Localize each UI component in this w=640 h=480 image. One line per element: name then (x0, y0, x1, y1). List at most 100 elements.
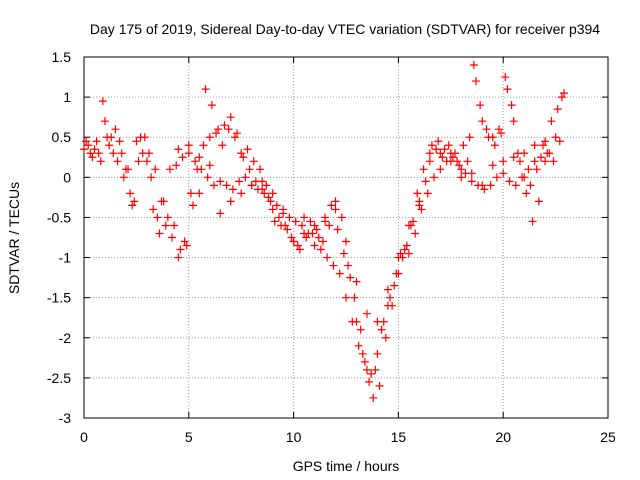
data-point (459, 141, 468, 150)
y-tick-label: 1 (63, 89, 71, 105)
data-point (144, 149, 153, 158)
data-point (471, 77, 480, 86)
data-point (115, 137, 124, 146)
data-point (352, 277, 361, 286)
data-point (235, 177, 244, 186)
data-point (302, 233, 311, 242)
data-point (216, 209, 225, 218)
data-point (457, 173, 466, 182)
data-point (109, 149, 118, 158)
y-tick-label: -2 (59, 330, 72, 346)
data-point (111, 125, 120, 134)
data-point (344, 261, 353, 270)
data-point (268, 205, 277, 214)
data-point (201, 85, 210, 94)
data-point (476, 101, 485, 110)
data-point (362, 309, 371, 318)
data-point (186, 189, 195, 198)
data-point (222, 181, 231, 190)
y-tick-label: 1.5 (52, 49, 72, 65)
data-point (325, 221, 334, 230)
data-point (415, 201, 424, 210)
data-point (551, 133, 560, 142)
data-point (518, 173, 527, 182)
data-point (438, 153, 447, 162)
data-point (178, 153, 187, 162)
data-point (306, 217, 315, 226)
data-point (92, 137, 101, 146)
data-point (362, 365, 371, 374)
x-tick-label: 5 (185, 429, 193, 445)
data-point (559, 89, 568, 98)
data-point (256, 165, 265, 174)
data-point (440, 145, 449, 154)
data-point (530, 141, 539, 150)
data-point (404, 221, 413, 230)
data-point (413, 189, 422, 198)
data-point (310, 241, 319, 250)
data-point (121, 165, 130, 174)
data-point (176, 245, 185, 254)
data-point (386, 293, 395, 302)
data-point (402, 241, 411, 250)
data-point (337, 213, 346, 222)
data-point (331, 197, 340, 206)
data-point (400, 245, 409, 254)
data-point (209, 181, 218, 190)
data-point (333, 225, 342, 234)
data-point (80, 145, 88, 154)
data-point (532, 165, 541, 174)
data-point (172, 161, 181, 170)
data-point (392, 269, 401, 278)
data-point (289, 237, 298, 246)
data-point (100, 117, 109, 126)
data-point (354, 341, 363, 350)
data-point (543, 149, 552, 158)
data-point (188, 201, 197, 210)
data-point (503, 85, 512, 94)
y-tick-label: 0.5 (52, 129, 72, 145)
data-point (467, 169, 476, 178)
data-point (339, 249, 348, 258)
data-point (163, 213, 172, 222)
data-point (509, 117, 518, 126)
data-point (346, 273, 355, 282)
data-point (505, 177, 514, 186)
data-point (316, 245, 325, 254)
data-point (467, 177, 476, 186)
data-point (174, 253, 183, 262)
data-point (444, 141, 453, 150)
data-point (247, 181, 256, 190)
data-point (448, 153, 457, 162)
data-point (553, 105, 562, 114)
data-point (314, 233, 323, 242)
data-point (365, 377, 374, 386)
data-point (212, 129, 221, 138)
data-point (283, 225, 292, 234)
data-point (463, 157, 472, 166)
data-point (157, 197, 166, 206)
data-point (266, 197, 275, 206)
data-point (465, 133, 474, 142)
data-point (557, 93, 566, 102)
data-point (335, 269, 344, 278)
data-point (515, 157, 524, 166)
data-point (484, 133, 493, 142)
data-point (541, 157, 550, 166)
data-point (132, 137, 141, 146)
data-point (499, 169, 508, 178)
data-point (147, 173, 156, 182)
data-point (174, 145, 183, 154)
data-point (524, 165, 533, 174)
data-point (245, 165, 254, 174)
data-point (350, 293, 359, 302)
data-point (318, 237, 327, 246)
data-point (321, 217, 330, 226)
data-point (427, 141, 436, 150)
data-point (528, 217, 537, 226)
data-point (182, 241, 191, 250)
data-point (367, 369, 376, 378)
data-point (130, 197, 139, 206)
data-point (195, 153, 204, 162)
